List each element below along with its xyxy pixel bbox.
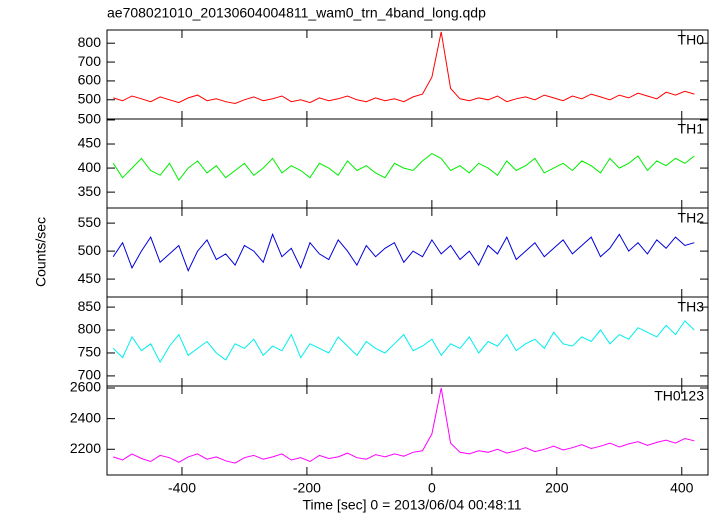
data-line	[112, 320, 695, 364]
y-tick-label: 450	[78, 270, 102, 286]
x-tick-label: -400	[168, 480, 196, 496]
data-line	[112, 232, 695, 272]
y-tick-label: 800	[78, 321, 102, 337]
data-line	[113, 387, 695, 464]
y-tick-label: 700	[78, 53, 102, 69]
panel-label: TH1	[678, 121, 705, 137]
y-tick-label: 2400	[70, 409, 101, 425]
panel-frame	[106, 385, 709, 476]
y-tick-label: 700	[78, 367, 102, 383]
x-tick-label: 400	[670, 480, 694, 496]
data-line	[112, 153, 695, 182]
x-tick-label: -200	[293, 480, 321, 496]
y-tick-label: 850	[78, 298, 102, 314]
data-line	[113, 31, 695, 105]
y-tick-label: 350	[78, 183, 102, 199]
y-tick-label: 500	[78, 111, 102, 127]
panel-label: TH0123	[654, 388, 704, 404]
panel-label: TH0	[678, 32, 705, 48]
panel-label: TH2	[678, 210, 705, 226]
y-tick-label: 400	[78, 159, 102, 175]
x-tick-label: 200	[545, 480, 569, 496]
y-tick-label: 600	[78, 72, 102, 88]
y-tick-label: 750	[78, 344, 102, 360]
y-tick-label: 500	[78, 90, 102, 106]
y-axis-label: Counts/sec	[33, 217, 49, 287]
y-tick-label: 800	[78, 34, 102, 50]
y-tick-label: 550	[78, 214, 102, 230]
x-tick-label: 0	[428, 480, 436, 496]
panel-label: TH3	[678, 299, 705, 315]
y-tick-label: 2600	[70, 379, 101, 395]
y-tick-label: 500	[78, 242, 102, 258]
x-axis-label: Time [sec] 0 = 2013/06/04 00:48:11	[302, 497, 521, 513]
y-tick-label: 2200	[70, 440, 101, 456]
chart-title: ae708021010_20130604004811_wam0_trn_4ban…	[107, 5, 486, 21]
y-tick-label: 450	[78, 135, 102, 151]
